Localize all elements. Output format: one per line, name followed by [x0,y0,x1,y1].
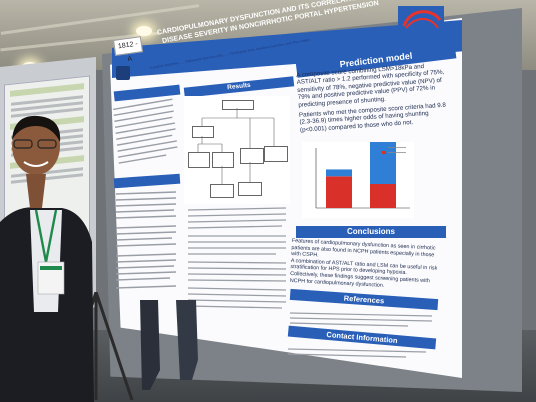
flowchart-connectors [197,108,275,184]
flowchart-box [188,152,210,168]
flowchart-box [212,152,234,168]
chart-bars [326,142,396,208]
university-logo [116,66,130,80]
smile [23,161,49,167]
flowchart [184,96,290,204]
presenter-face [12,117,60,175]
methods-text [114,188,180,298]
contact-lines [287,348,427,358]
introduction-lines [113,98,178,164]
people-in-background [140,300,198,390]
bar-chart [302,142,414,218]
chart-bar [370,184,396,208]
flowchart-box [210,184,234,198]
chart-bar [326,169,352,177]
legend-swatch-red [382,151,386,154]
reference-lines [289,312,433,327]
references-text [288,310,436,328]
results-lines [187,207,287,309]
flowchart-box [240,148,264,164]
conclusions-header: Conclusions [296,226,446,238]
institution-logo [398,6,444,32]
presenter [0,115,94,402]
prediction-model-text: A composite score combining LSM>18kPa an… [296,62,450,135]
methods-lines [115,191,177,289]
conclusions-text: Features of cardiopulmonary dysfunction … [290,238,444,292]
presenter-neck [26,174,46,208]
presenter-hair [12,115,61,142]
glasses [37,139,57,149]
flowchart-box [222,100,254,110]
flowchart-box [192,126,214,138]
flowchart-box [264,146,288,162]
ceiling-lamp [136,26,152,36]
introduction-text [111,97,184,174]
name-badge-stripe [40,266,62,270]
chart-bar [326,176,352,208]
flowchart-box [238,182,262,196]
contact-text [286,346,432,360]
results-text [186,204,290,324]
legend-swatch-blue [382,146,386,149]
glasses [13,139,33,149]
